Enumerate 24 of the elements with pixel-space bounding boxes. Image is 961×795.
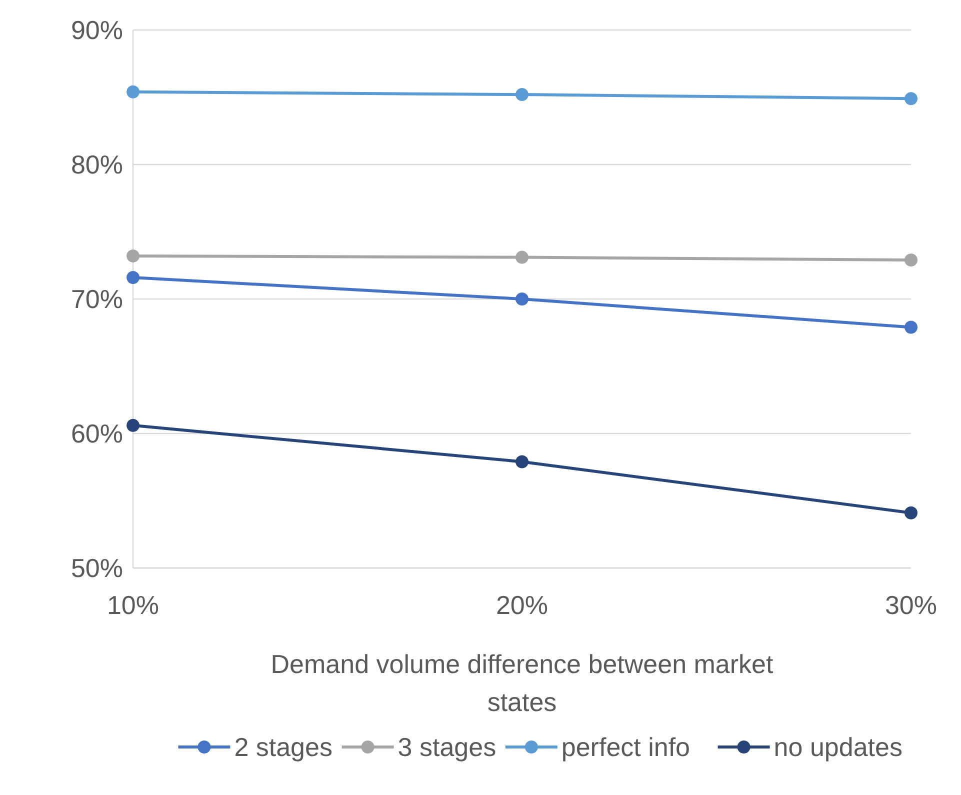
point: [126, 270, 140, 284]
point: [126, 418, 140, 432]
legend-label: 3 stages: [398, 732, 496, 762]
y-tick-label: 90%: [70, 15, 123, 46]
point: [516, 292, 528, 306]
point: [904, 253, 918, 266]
x-tick-label: 10%: [106, 590, 160, 620]
y-tick-label: 50%: [70, 553, 123, 584]
legend-label: perfect info: [561, 732, 690, 762]
point: [904, 320, 918, 334]
x-tick-label: 30%: [884, 590, 938, 620]
legend-label: no updates: [774, 732, 902, 762]
point: [126, 249, 140, 262]
point: [904, 92, 918, 106]
point: [516, 250, 528, 264]
legend-label: 2 stages: [234, 732, 332, 762]
point: [516, 88, 528, 102]
point: [904, 506, 918, 520]
y-tick-label: 80%: [70, 150, 123, 180]
point: [126, 85, 140, 98]
x-tick-label: 20%: [496, 590, 548, 620]
point: [516, 455, 528, 468]
y-tick-label: 70%: [70, 284, 123, 314]
y-tick-label: 60%: [70, 418, 123, 449]
